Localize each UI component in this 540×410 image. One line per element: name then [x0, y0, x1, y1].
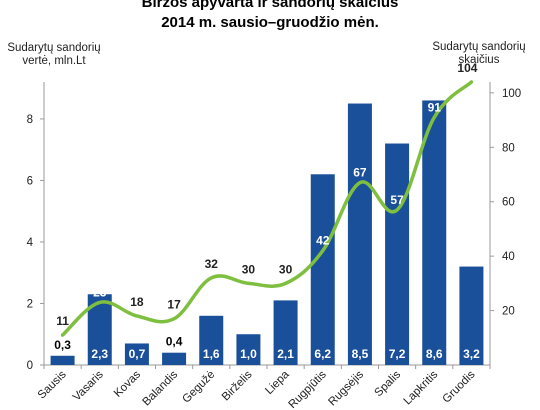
- line-value-label: 11: [56, 314, 69, 328]
- x-tick-label: Gegužė: [180, 369, 217, 406]
- bar: [162, 352, 187, 365]
- bar-value-label: 7,2: [389, 347, 406, 361]
- right-tick-label: 40: [502, 251, 515, 263]
- bar-value-label: 6,2: [314, 347, 331, 361]
- chart-subtitle: 2014 m. sausio–gruodžio mėn.: [161, 14, 379, 31]
- bar: [347, 103, 372, 366]
- bar: [385, 143, 410, 365]
- right-axis-title: Sudarytų sandorių skaičius: [432, 41, 526, 66]
- bar-value-label: 8,5: [352, 347, 369, 361]
- x-tick-label: Liepa: [263, 368, 292, 397]
- bar: [236, 334, 261, 365]
- line-value-label: 91: [428, 100, 442, 114]
- bar-value-label: 0,7: [129, 347, 146, 361]
- right-tick-label: 60: [502, 197, 515, 209]
- x-tick-label: Sausis: [36, 368, 69, 401]
- x-tick-label: Balandis: [141, 368, 181, 408]
- right-tick-label: 80: [502, 142, 515, 154]
- right-tick-label: 100: [502, 88, 521, 100]
- bar: [199, 315, 224, 365]
- bar: [310, 174, 335, 365]
- left-tick-label: 8: [27, 114, 33, 126]
- left-tick-label: 2: [27, 298, 33, 310]
- series-line: [60, 80, 474, 337]
- left-axis-title: Sudarytų sandorių vertė, mln.Lt: [7, 42, 101, 67]
- bar-value-label: 1,0: [240, 347, 257, 361]
- bar: [459, 266, 484, 365]
- bar-value-label: 1,6: [203, 347, 220, 361]
- line-value-label: 18: [130, 295, 144, 309]
- x-tick-label: Kovas: [112, 368, 143, 399]
- x-tick-label: Spalis: [373, 368, 404, 399]
- left-tick-label: 6: [27, 175, 33, 187]
- left-tick-label: 0: [27, 360, 33, 372]
- bar: [273, 300, 298, 365]
- bar-value-label: 0,3: [54, 338, 71, 352]
- line-value-label: 30: [279, 262, 293, 276]
- line-value-label: 67: [353, 166, 367, 180]
- line-value-label: 23: [93, 285, 107, 299]
- bar: [50, 355, 75, 365]
- x-tick-label: Lapkritis: [402, 368, 441, 407]
- bar: [124, 343, 149, 365]
- line-value-label: 104: [457, 61, 477, 75]
- bar-value-label: 0,4: [166, 335, 183, 349]
- bar-value-label: 2,3: [91, 347, 108, 361]
- x-tick-label: Rugpjūtis: [286, 368, 329, 410]
- x-tick-label: Birželis: [220, 368, 255, 403]
- x-tick-label: Rugsėjis: [326, 368, 366, 408]
- left-tick-label: 4: [27, 237, 34, 249]
- x-tick-label: Gruodis: [441, 368, 478, 405]
- right-tick-label: 20: [502, 306, 515, 318]
- line-value-label: 57: [390, 193, 404, 207]
- line-value-label: 42: [316, 234, 330, 248]
- bar-value-label: 3,2: [463, 347, 480, 361]
- bar-value-label: 2,1: [277, 347, 294, 361]
- line-value-label: 30: [242, 262, 256, 276]
- bar: [422, 100, 447, 366]
- bar-value-label: 8,6: [426, 347, 443, 361]
- line-value-label: 32: [205, 257, 219, 271]
- chart-title: Biržos apyvarta ir sandorių skaičius: [141, 0, 399, 11]
- line-value-label: 17: [167, 298, 181, 312]
- x-tick-label: Vasaris: [71, 368, 106, 403]
